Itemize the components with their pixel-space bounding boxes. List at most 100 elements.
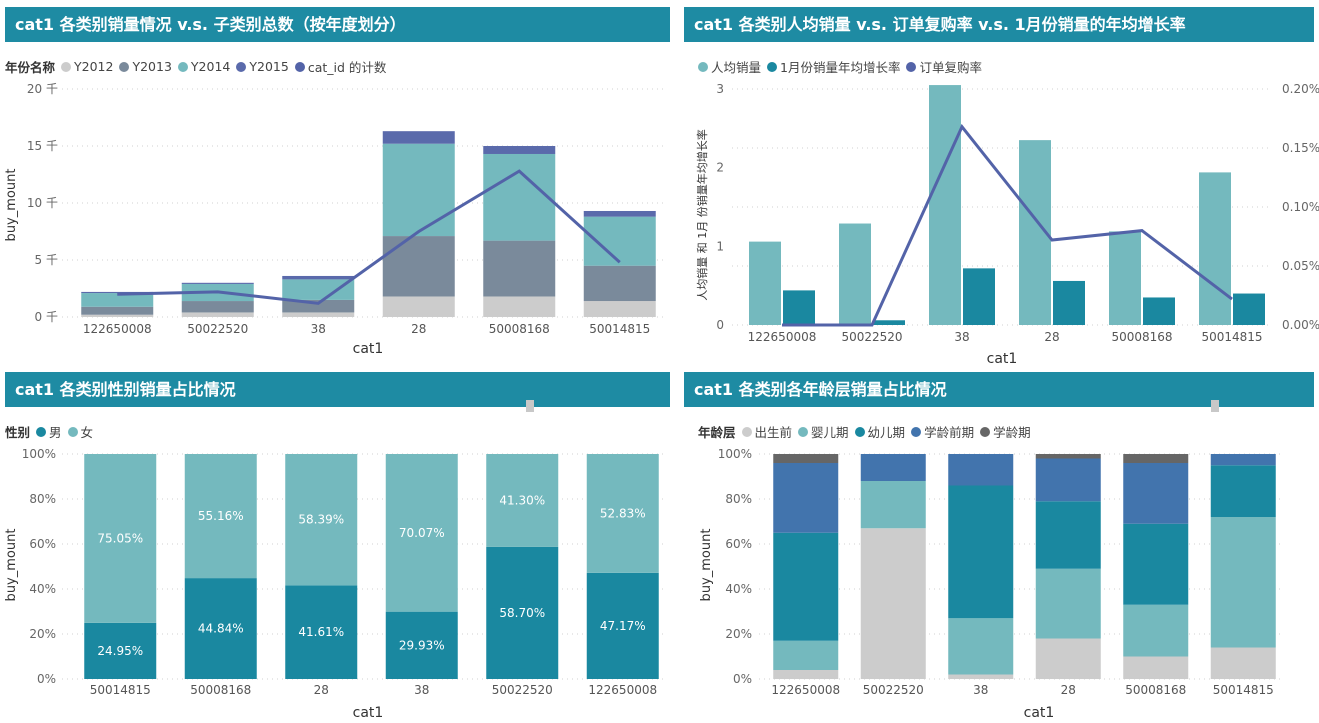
bar-segment bbox=[1035, 638, 1101, 679]
bar-segment bbox=[285, 585, 358, 679]
legend-sales-by-year: 年份名称 Y2012 Y2013 Y2014 Y2015 cat_id 的计数 bbox=[5, 57, 392, 76]
y-axis-title: buy_mount bbox=[699, 529, 714, 602]
resize-handle[interactable] bbox=[526, 400, 534, 412]
bar-segment bbox=[583, 301, 656, 317]
x-axis-title: cat1 bbox=[353, 341, 384, 357]
x-axis-title: cat1 bbox=[353, 705, 384, 721]
data-label: 70.07% bbox=[399, 526, 445, 540]
x-tick-label: 50022520 bbox=[187, 322, 248, 336]
bar-segment bbox=[586, 454, 659, 573]
bar-segment bbox=[382, 236, 455, 297]
legend-item-male[interactable]: 男 bbox=[36, 422, 62, 441]
bar-segment bbox=[483, 296, 556, 317]
bar-segment bbox=[1035, 458, 1101, 502]
bar-segment bbox=[282, 279, 355, 300]
legend-item-per-capita[interactable]: 人均销量 bbox=[698, 57, 761, 76]
y2-tick-label: 0.10% bbox=[1282, 200, 1319, 214]
x-tick-label: 122650008 bbox=[83, 322, 152, 336]
bar-segment bbox=[860, 528, 926, 679]
legend-item-y2012[interactable]: Y2012 bbox=[61, 59, 113, 74]
bar-segment bbox=[773, 670, 839, 679]
legend-item-school[interactable]: 学龄期 bbox=[980, 422, 1031, 441]
legend-item-cat-id-count[interactable]: cat_id 的计数 bbox=[294, 57, 386, 76]
legend-label: 学龄前期 bbox=[924, 425, 975, 440]
legend-item-prenatal[interactable]: 出生前 bbox=[741, 422, 793, 441]
y2-tick-label: 0.00% bbox=[1282, 318, 1319, 332]
bar-segment bbox=[282, 275, 355, 280]
bar-segment bbox=[486, 546, 559, 679]
legend-item-jan-growth[interactable]: 1月份销量年均增长率 bbox=[767, 57, 900, 76]
x-tick-label: 50022520 bbox=[492, 683, 553, 697]
bar bbox=[1233, 293, 1265, 325]
chart-age-share[interactable]: 0% 20% 40% 60% 80% 100% 122650008 50022520 38 28 5… bbox=[684, 440, 1319, 723]
legend-item-toddler[interactable]: 幼儿期 bbox=[854, 422, 905, 441]
legend-label: 学龄期 bbox=[993, 425, 1031, 440]
bar-segment bbox=[1123, 604, 1189, 657]
chart-sales-by-year[interactable]: 0 千 5 千 10 千 15 千 20 千 122650008 50022520 38 28 5… bbox=[0, 75, 680, 365]
legend-per-capita: 人均销量 1月份销量年均增长率 订单复购率 bbox=[698, 57, 988, 76]
legend-item-y2014[interactable]: Y2014 bbox=[177, 59, 231, 74]
x-axis-title: cat1 bbox=[1024, 705, 1055, 721]
data-label: 24.95% bbox=[97, 644, 143, 658]
resize-handle[interactable] bbox=[1211, 400, 1219, 412]
data-label: 58.39% bbox=[298, 513, 344, 527]
legend-label: 订单复购率 bbox=[919, 60, 982, 75]
legend-label: 女 bbox=[80, 425, 94, 440]
bar-segment bbox=[1035, 454, 1101, 459]
bar-segment bbox=[181, 282, 254, 284]
y-tick-label: 15 千 bbox=[27, 139, 58, 153]
x-tick-label: 38 bbox=[414, 683, 429, 697]
bar bbox=[1053, 280, 1085, 325]
chart-gender-share[interactable]: 0% 20% 40% 60% 80% 100% 24.95% 75.05% 50014815 44… bbox=[0, 440, 680, 723]
x-axis-title: cat1 bbox=[987, 351, 1018, 367]
bar-segment bbox=[81, 306, 154, 315]
legend-item-repurchase[interactable]: 订单复购率 bbox=[906, 57, 982, 76]
y-tick-label: 0 千 bbox=[35, 310, 58, 324]
bar bbox=[839, 223, 871, 325]
legend-label: 出生前 bbox=[754, 425, 793, 440]
x-tick-label: 50008168 bbox=[190, 683, 251, 697]
line-series-cat-id-count bbox=[117, 169, 621, 305]
x-tick-label: 38 bbox=[311, 322, 326, 336]
y-tick-label: 40% bbox=[29, 582, 56, 596]
legend-title: 性别 bbox=[5, 425, 31, 440]
legend-item-y2015[interactable]: Y2015 bbox=[236, 59, 289, 74]
chart-per-capita[interactable]: 0.00% 0.05% 0.10% 0.15% 0.20% 0 1 2 3 122650008 50… bbox=[684, 75, 1319, 370]
legend-item-female[interactable]: 女 bbox=[67, 422, 94, 441]
bar-segment bbox=[184, 454, 257, 579]
y-tick-label: 60% bbox=[725, 537, 752, 551]
bar-segment bbox=[1123, 656, 1189, 679]
legend-label: 男 bbox=[49, 425, 62, 440]
bar-segment bbox=[84, 622, 157, 679]
legend-item-y2013[interactable]: Y2013 bbox=[119, 59, 172, 74]
legend-item-infant[interactable]: 婴儿期 bbox=[798, 422, 849, 441]
legend-label: 婴儿期 bbox=[811, 425, 849, 440]
bar bbox=[963, 268, 995, 325]
x-tick-label: 50008168 bbox=[489, 322, 550, 336]
y-tick-label: 5 千 bbox=[35, 253, 58, 267]
bar-segment bbox=[81, 314, 154, 317]
legend-title: 年份名称 bbox=[5, 60, 56, 75]
legend-item-preschool[interactable]: 学龄前期 bbox=[911, 422, 974, 441]
data-label: 75.05% bbox=[97, 531, 143, 545]
bar-segment bbox=[860, 481, 926, 529]
x-tick-label: 122650008 bbox=[771, 683, 840, 697]
bar-segment bbox=[181, 301, 254, 313]
legend-label: Y2014 bbox=[190, 59, 231, 74]
x-tick-label: 50014815 bbox=[589, 322, 650, 336]
y-tick-label: 60% bbox=[29, 537, 56, 551]
data-label: 47.17% bbox=[600, 619, 646, 633]
y-tick-label: 80% bbox=[29, 492, 56, 506]
bar bbox=[929, 85, 961, 325]
bar-segment bbox=[483, 146, 556, 154]
data-label: 44.84% bbox=[198, 622, 244, 636]
y-tick-label: 0% bbox=[37, 672, 56, 686]
bar-segment bbox=[1123, 523, 1189, 605]
y-tick-label: 20 千 bbox=[27, 82, 58, 96]
bar-segment bbox=[586, 572, 659, 679]
data-label: 41.30% bbox=[499, 493, 545, 507]
bar-segment bbox=[1035, 568, 1101, 639]
bar-segment bbox=[773, 640, 839, 670]
bar-segment bbox=[285, 454, 358, 586]
bar-segment bbox=[948, 485, 1014, 619]
